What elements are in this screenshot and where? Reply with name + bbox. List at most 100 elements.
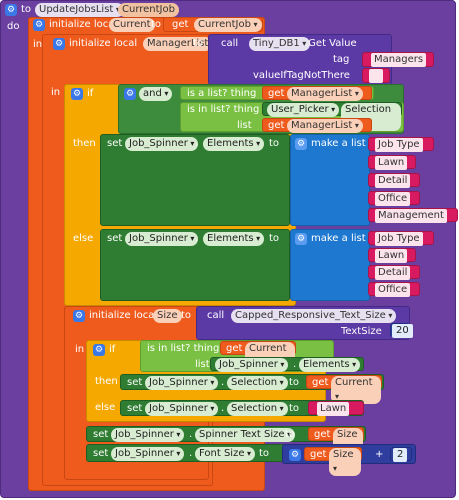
set-label: set: [93, 448, 109, 459]
list-item-string[interactable]: Job Type: [368, 137, 434, 152]
string-value[interactable]: Job Type: [375, 138, 423, 152]
gear-icon[interactable]: ⚙: [295, 138, 307, 150]
string-value[interactable]: Office: [375, 192, 411, 206]
number-block[interactable]: 20: [390, 323, 413, 338]
string-value-empty[interactable]: [369, 69, 383, 83]
property-dropdown[interactable]: Spinner Text Size: [195, 428, 296, 442]
string-value[interactable]: Job Type: [375, 232, 423, 246]
component-dropdown[interactable]: User_Picker: [267, 103, 340, 117]
component-dropdown[interactable]: Job_Spinner: [111, 447, 185, 461]
number-value[interactable]: 2: [393, 448, 408, 462]
component-dropdown[interactable]: Job_Spinner: [125, 232, 199, 246]
set-elements-block-then[interactable]: set Job_Spinner . Elements to: [100, 134, 290, 226]
gear-icon[interactable]: ⚙: [53, 38, 65, 50]
component-dropdown[interactable]: Job_Spinner: [215, 358, 289, 372]
make-a-list-block-else[interactable]: ⚙ make a list: [290, 229, 370, 301]
gear-icon[interactable]: ⚙: [295, 233, 307, 245]
number-block-2[interactable]: 2: [390, 447, 412, 462]
get-managerlist-block-2[interactable]: get ManagerList: [262, 118, 372, 133]
property-dropdown[interactable]: Elements: [299, 358, 361, 372]
to-label: to: [289, 377, 300, 388]
get-size-block-2[interactable]: get Size: [304, 447, 362, 476]
set-elements-block-else[interactable]: set Job_Spinner . Elements to: [100, 229, 290, 301]
string-lawn[interactable]: Lawn: [308, 401, 364, 416]
list-item-string[interactable]: Office: [368, 282, 420, 297]
string-value[interactable]: Office: [375, 283, 411, 297]
job-spinner-elements-getter[interactable]: Job_Spinner . Elements: [210, 357, 364, 372]
property-dropdown[interactable]: Selection: [227, 402, 288, 416]
component-dropdown[interactable]: Tiny_DB1: [249, 37, 311, 51]
component-dropdown[interactable]: Job_Spinner: [125, 137, 199, 151]
list-item-string[interactable]: Lawn: [368, 248, 416, 263]
set-font-size-block[interactable]: set Job_Spinner . Font Size to: [86, 444, 286, 462]
get-var-dropdown[interactable]: ManagerList: [287, 119, 363, 133]
dot: .: [221, 377, 225, 388]
get-var-dropdown[interactable]: Size: [329, 448, 361, 476]
gear-icon[interactable]: ⚙: [93, 344, 105, 356]
in-label: in: [75, 344, 85, 355]
list-item-string[interactable]: Detail: [368, 173, 420, 188]
string-value[interactable]: Lawn: [375, 156, 408, 170]
string-value[interactable]: Lawn: [375, 249, 408, 263]
property-dropdown[interactable]: Selection: [227, 376, 288, 390]
var-name-size[interactable]: Size: [153, 309, 182, 323]
get-current-block[interactable]: get Current: [220, 341, 296, 370]
get-label: get: [226, 343, 243, 354]
component-dropdown[interactable]: Job_Spinner: [145, 376, 219, 390]
else-label: else: [73, 233, 94, 244]
get-label: get: [172, 19, 189, 30]
list-item-string[interactable]: Office: [368, 191, 420, 206]
property-dropdown[interactable]: Elements: [203, 232, 265, 246]
get-var-dropdown[interactable]: CurrentJob: [194, 18, 262, 32]
gear-icon[interactable]: ⚙: [5, 4, 17, 16]
make-a-list-block-then[interactable]: ⚙ make a list: [290, 134, 370, 226]
get-label: get: [310, 449, 327, 460]
else-label: else: [95, 402, 116, 413]
is-a-list-label: is a list? thing: [187, 88, 257, 99]
get-managerlist-block[interactable]: get ManagerList: [262, 86, 372, 101]
string-value[interactable]: Detail: [375, 174, 411, 188]
gear-icon[interactable]: ⚙: [71, 88, 83, 100]
and-dropdown[interactable]: and: [139, 87, 173, 101]
dot: .: [195, 138, 199, 149]
string-value[interactable]: Management: [375, 209, 447, 223]
list-item-string[interactable]: Detail: [368, 265, 420, 280]
string-managers[interactable]: Managers: [362, 52, 434, 67]
property-dropdown[interactable]: Font Size: [195, 447, 256, 461]
list-item-string[interactable]: Job Type: [368, 231, 434, 246]
procedure-do-label: do: [7, 21, 20, 32]
string-value[interactable]: Managers: [371, 53, 427, 67]
get-var-dropdown[interactable]: ManagerList: [287, 87, 363, 101]
gear-icon[interactable]: ⚙: [33, 19, 45, 31]
get-current-job-block[interactable]: get CurrentJob: [163, 17, 263, 32]
set-spinner-text-size-block[interactable]: set Job_Spinner . Spinner Text Size to: [86, 426, 366, 442]
list-item-string[interactable]: Lawn: [368, 155, 416, 170]
gear-icon[interactable]: ⚙: [289, 449, 301, 461]
string-value[interactable]: Lawn: [317, 402, 350, 416]
get-label: get: [268, 120, 285, 131]
var-name-current[interactable]: Current: [109, 18, 155, 32]
procedure-name-field[interactable]: UpdateJobsList: [35, 3, 124, 17]
call-capped-text-size-block[interactable]: call Capped_Responsive_Text_Size TextSiz…: [196, 306, 410, 340]
to-label: to: [259, 448, 270, 459]
init-label: initialize local: [89, 310, 158, 321]
user-picker-selection-block[interactable]: User_Picker . Selection: [262, 102, 402, 131]
gear-icon[interactable]: ⚙: [73, 310, 85, 322]
procedure-dropdown[interactable]: Capped_Responsive_Text_Size: [231, 309, 397, 323]
component-dropdown[interactable]: Job_Spinner: [145, 402, 219, 416]
property-dropdown[interactable]: Elements: [203, 137, 265, 151]
get-current-block-2[interactable]: get Current: [306, 375, 382, 404]
procedure-param[interactable]: CurrentJob: [118, 3, 179, 17]
get-label: get: [268, 88, 285, 99]
var-name-managerlist[interactable]: ManagerList: [143, 37, 213, 51]
get-size-block[interactable]: get Size: [308, 427, 364, 456]
dot: .: [189, 429, 193, 440]
string-value[interactable]: Detail: [375, 266, 411, 280]
list-item-string[interactable]: Management: [368, 208, 458, 223]
number-value[interactable]: 20: [392, 324, 413, 338]
component-dropdown[interactable]: Job_Spinner: [111, 428, 185, 442]
make-list-label: make a list: [311, 233, 366, 244]
gear-icon[interactable]: ⚙: [124, 88, 136, 100]
get-var-dropdown[interactable]: Current: [331, 376, 381, 404]
string-empty[interactable]: [362, 68, 390, 83]
